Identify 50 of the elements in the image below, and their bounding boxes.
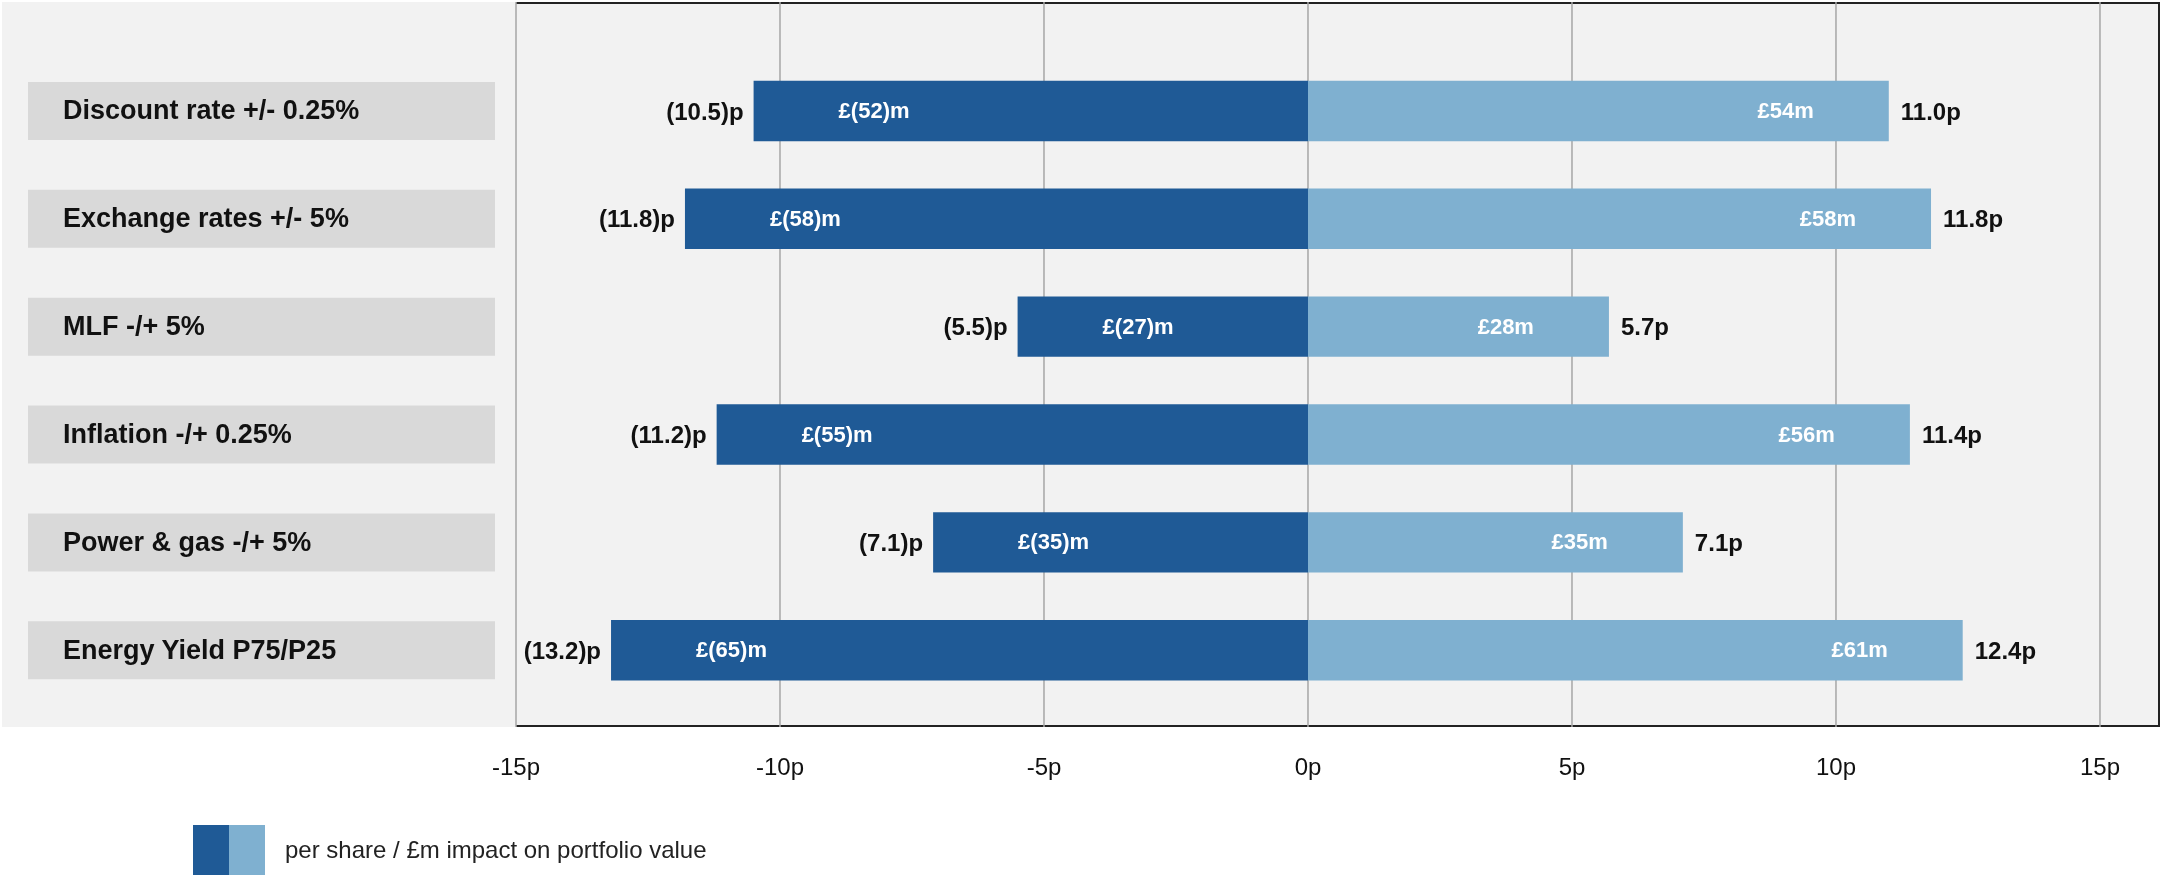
- x-tick-label: 0p: [1294, 753, 1322, 781]
- x-tick-label: 5p: [1558, 753, 1586, 781]
- y-tick-label: Exchange rates +/- 5%: [63, 203, 349, 234]
- bar: [753, 80, 1308, 142]
- bar: [684, 188, 1308, 249]
- x-tick-label: 15p: [2079, 753, 2120, 781]
- x-tick-label: -5p: [1026, 753, 1062, 781]
- bar: [716, 404, 1308, 465]
- y-tick-label: MLF -/+ 5%: [63, 311, 205, 342]
- x-tick-label: -15p: [491, 753, 541, 781]
- data-label: 11.4p: [1921, 421, 1982, 449]
- bar: [933, 512, 1308, 573]
- data-label: (10.5)p: [666, 97, 744, 125]
- data-label: (7.1)p: [859, 529, 924, 557]
- annotation: £(65)m: [696, 637, 767, 663]
- annotation: £(55)m: [801, 421, 873, 447]
- bar: [1307, 404, 1910, 465]
- bar: [611, 620, 1308, 681]
- y-tick-label: Inflation -/+ 0.25%: [63, 418, 292, 449]
- annotation: £28m: [1477, 313, 1534, 339]
- x-tick-label: 10p: [1815, 753, 1857, 781]
- annotation: £(52)m: [838, 98, 910, 123]
- y-tick-label: Discount rate +/- 0.25%: [63, 95, 360, 126]
- bar: [1307, 188, 1932, 249]
- data-label: 5.7p: [1620, 313, 1669, 341]
- data-label: (13.2)p: [523, 636, 602, 664]
- annotation: £(58)m: [769, 205, 841, 231]
- annotation: £(27)m: [1102, 313, 1174, 339]
- bar: [1307, 512, 1683, 573]
- bar: [1307, 80, 1889, 142]
- data-label: (11.2)p: [630, 421, 707, 449]
- bar: [1307, 296, 1609, 357]
- annotation: £35m: [1551, 529, 1608, 555]
- data-label: 12.4p: [1974, 636, 2037, 664]
- text: per share / £m impact on portfolio value: [285, 835, 707, 863]
- y-tick-label: Power & gas -/+ 5%: [63, 526, 312, 557]
- annotation: £56m: [1778, 421, 1835, 447]
- data-label: 7.1p: [1694, 529, 1743, 557]
- annotation: £61m: [1831, 637, 1888, 663]
- bar: [1017, 296, 1308, 357]
- data-label: (5.5)p: [943, 313, 1008, 341]
- data-label: (11.8)p: [598, 205, 675, 233]
- x-tick-label: -10p: [755, 753, 805, 781]
- data-label: 11.0p: [1900, 97, 1961, 125]
- bar: [1307, 620, 1963, 681]
- annotation: £(35)m: [1018, 529, 1090, 555]
- annotation: £58m: [1799, 205, 1857, 231]
- data-label: 11.8p: [1943, 205, 2004, 233]
- annotation: £54m: [1757, 98, 1814, 123]
- y-tick-label: Energy Yield P75/P25: [63, 634, 337, 665]
